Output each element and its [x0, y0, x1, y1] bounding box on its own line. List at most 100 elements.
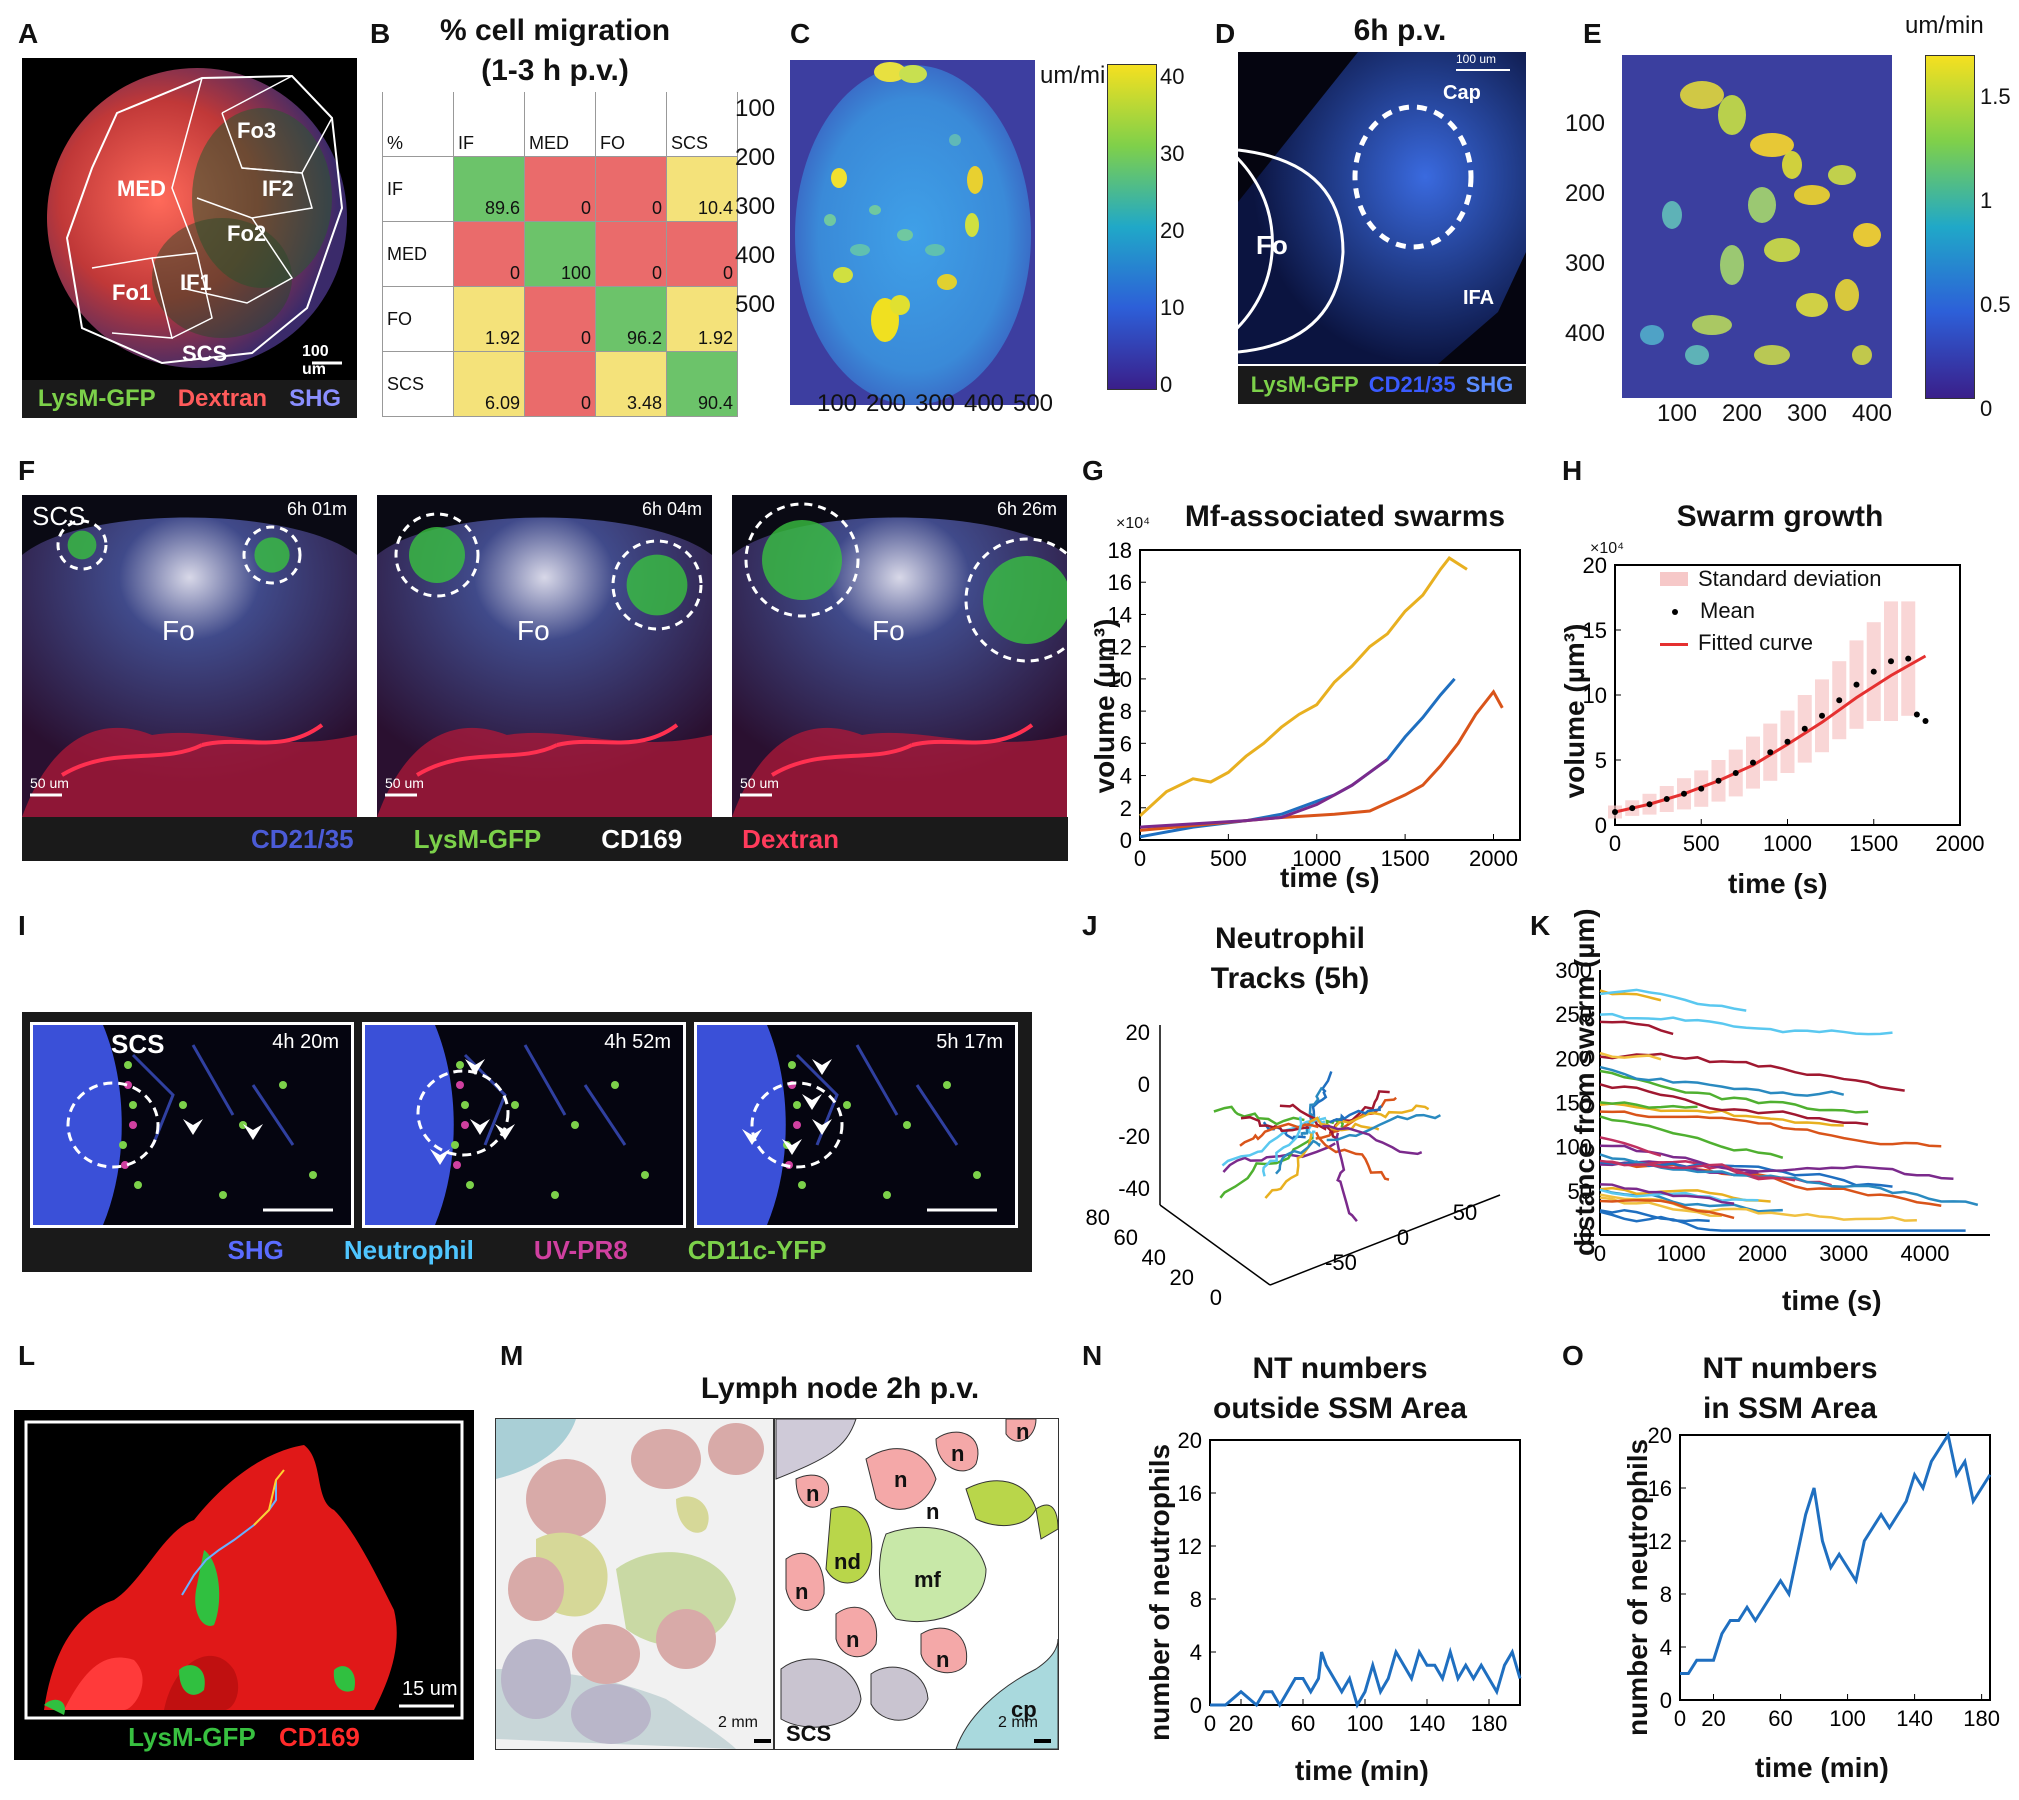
- panel-l-legend: LysM-GFP CD169: [14, 1722, 474, 1753]
- mean-point: [1629, 805, 1636, 812]
- mean-point: [1698, 785, 1705, 792]
- z-tick-label: 20: [1126, 1020, 1150, 1045]
- series-line-yellow: [1138, 556, 1468, 817]
- cell: [798, 1181, 806, 1189]
- panel-l-svg: [24, 1420, 464, 1720]
- fibres: [463, 1044, 627, 1146]
- swarm-outline: [744, 502, 860, 618]
- panel-c-svg: [790, 60, 1035, 405]
- heatmap-hotspot: [1750, 133, 1794, 157]
- y-tick-label: 50: [1568, 1179, 1592, 1204]
- frame-region: Fo: [517, 615, 550, 646]
- cell: [788, 1061, 796, 1069]
- m-scale-2: 2 mm: [998, 1714, 1038, 1731]
- frame-time: 6h 04m: [641, 499, 702, 519]
- cap-label: Cap: [1443, 82, 1481, 104]
- c-xtick: 300: [914, 390, 956, 417]
- c-cbar-tick: 30: [1160, 141, 1185, 166]
- heatmap-hotspot: [1764, 238, 1800, 262]
- swarm: [626, 554, 688, 616]
- frame-scale: 50 um: [740, 775, 779, 791]
- x-tick-label: 0: [1594, 1241, 1606, 1266]
- track-3d-line: [1300, 1086, 1324, 1137]
- panel-f-frame-svg: [22, 517, 357, 817]
- heatmap-hotspot: [937, 274, 957, 290]
- z-tick-label: -20: [1118, 1124, 1150, 1149]
- panel-n-title2: outside SSM Area: [1213, 1392, 1467, 1425]
- m-label-n5: n: [846, 1627, 860, 1652]
- mean-point: [1715, 777, 1722, 784]
- cell: [571, 1121, 579, 1129]
- x-tick-label: 60: [1768, 1706, 1792, 1731]
- track-line: [1599, 1208, 1966, 1232]
- legend-shg: SHG: [289, 385, 342, 412]
- heatmap-hotspot: [1828, 165, 1856, 185]
- heatmap-hotspot: [1720, 245, 1744, 285]
- heatmap-hotspot: [833, 267, 853, 283]
- track-3d-line: [1335, 1132, 1358, 1222]
- table-cell: 89.6: [453, 156, 525, 222]
- table-row: SCS 6.09 0 3.48 90.4: [382, 351, 738, 417]
- series-line-purple: [1139, 758, 1389, 829]
- x-tick-label: 0: [1609, 831, 1621, 856]
- mean-point: [1784, 738, 1791, 745]
- cell: [511, 1101, 519, 1109]
- c-cbar-tick: 40: [1160, 64, 1185, 89]
- panel-d-svg: [1238, 52, 1526, 364]
- e-ytick: 400: [1564, 320, 1605, 347]
- y-tick-label: 0: [1210, 1285, 1222, 1310]
- table-row-header: FO: [382, 286, 454, 352]
- panel-h-title: Swarm growth: [1676, 500, 1884, 533]
- m-label-n6: n: [936, 1647, 950, 1672]
- panel-f-frame: 6h 04m Fo 50 um: [377, 495, 712, 817]
- arrowhead-icon: [812, 1059, 832, 1075]
- heatmap-hotspot: [1662, 201, 1682, 229]
- track-line: [1599, 1020, 1674, 1036]
- table-cell: 0: [595, 221, 667, 287]
- track-line: [1599, 1052, 1905, 1092]
- y-tick-label: 16: [1108, 570, 1132, 595]
- legend-lysm: LysM-GFP: [37, 385, 156, 412]
- mean-point: [1612, 809, 1618, 815]
- cell: [461, 1101, 469, 1109]
- y-tick-label: 10: [1583, 683, 1607, 708]
- table-cell: 6.09: [453, 351, 525, 417]
- arrowhead-icon: [495, 1124, 515, 1140]
- panel-letter-h: H: [1562, 455, 1583, 486]
- panel-letter-f: F: [18, 455, 36, 486]
- region-scs-label: SCS: [182, 341, 228, 366]
- table-row: FO 1.92 0 96.2 1.92: [382, 286, 738, 352]
- mean-point: [1663, 796, 1670, 802]
- track-3d-line: [1213, 1105, 1305, 1126]
- track-line: [1599, 1144, 1954, 1181]
- y-tick-label: 80: [1086, 1205, 1110, 1230]
- virus: [121, 1161, 129, 1169]
- arrowhead-icon: [465, 1059, 485, 1075]
- c-cbar-tick: 0: [1160, 372, 1173, 397]
- track-3d-line: [1322, 1124, 1423, 1156]
- legend-dextran: Dextran: [177, 385, 268, 412]
- panel-letter-l: L: [18, 1340, 36, 1371]
- y-tick-label: 300: [1555, 960, 1592, 983]
- y-tick-label: 2: [1120, 796, 1132, 821]
- frame-time: 5h 17m: [936, 1031, 1003, 1053]
- y-tick-label: 0: [1120, 828, 1132, 853]
- y-tick-label: 0: [1190, 1693, 1202, 1718]
- mean-point: [1836, 697, 1843, 704]
- track-3d-line: [1309, 1071, 1333, 1120]
- mean-point: [1922, 718, 1929, 724]
- vessel-line: [60, 723, 324, 777]
- legend-lysm-d: LysM-GFP: [1250, 372, 1359, 397]
- panel-n-ylabel: number of neutrophils: [1144, 1443, 1175, 1741]
- track-line: [1599, 1136, 1662, 1157]
- mean-point: [1819, 712, 1825, 719]
- y-tick-label: 20: [1178, 1430, 1202, 1453]
- panel-letter-o: O: [1562, 1340, 1584, 1371]
- panel-i-legend: SHG Neutrophil UV-PR8 CD11c-YFP: [22, 1230, 1032, 1270]
- panel-h-exp: ×10⁴: [1590, 540, 1625, 557]
- arrowhead-icon: [782, 1139, 802, 1155]
- m-label-n2: n: [894, 1467, 908, 1492]
- panel-g-ylabel: volume (µm³): [1089, 618, 1120, 794]
- cell: [973, 1171, 981, 1179]
- x-tick-label: 140: [1409, 1711, 1446, 1736]
